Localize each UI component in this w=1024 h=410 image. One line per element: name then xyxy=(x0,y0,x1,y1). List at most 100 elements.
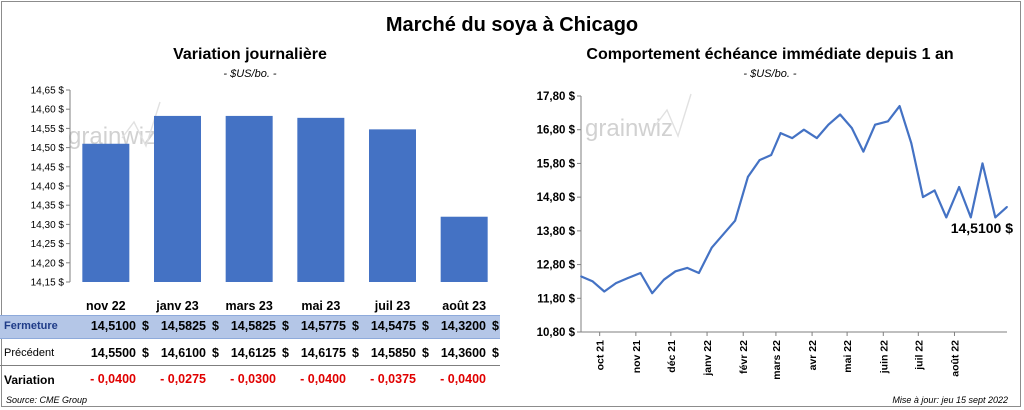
bar-chart: grainwiz 14,15 $14,20 $14,25 $14,30 $14,… xyxy=(31,86,488,313)
data-point xyxy=(1006,206,1008,208)
right-chart-title: Comportement échéance immédiate depuis 1… xyxy=(586,46,954,63)
x-tick-label: janv 23 xyxy=(155,299,198,313)
table-row: Variation - 0,0400 - 0,0275 - 0,0300 - 0,04… xyxy=(0,369,500,391)
table-cell: - 0,0275 xyxy=(160,372,206,386)
y-tick-label: 15,80 $ xyxy=(537,158,576,170)
data-point xyxy=(591,280,594,283)
table-cell: 14,5825 xyxy=(160,319,206,333)
data-point xyxy=(994,216,997,219)
table-cell: - 0,0400 xyxy=(440,372,486,386)
currency-unit: $ xyxy=(492,319,499,333)
data-point xyxy=(722,233,725,236)
table-cell: 14,6100 xyxy=(160,346,206,360)
x-tick-label: août 23 xyxy=(442,299,486,313)
data-point xyxy=(758,159,761,161)
y-tick-label: 14,45 $ xyxy=(31,162,65,173)
table-cell: - 0,0375 xyxy=(370,372,416,386)
left-chart-subtitle: - $US/bo. - xyxy=(223,68,277,80)
y-tick-label: 12,80 $ xyxy=(537,260,576,272)
table-row: Fermeture 14,5100 $14,5825 $14,5825 $14,577… xyxy=(0,315,500,339)
x-tick-label: nov 22 xyxy=(86,299,126,313)
table-cell: 14,5825 xyxy=(230,319,276,333)
currency-unit: $ xyxy=(212,346,219,360)
source-note: Source: CME Group xyxy=(6,395,88,405)
data-point xyxy=(674,270,677,273)
x-tick-label: févr 22 xyxy=(738,340,750,374)
data-point xyxy=(734,219,736,222)
data-point xyxy=(770,154,773,156)
x-tick-label: mars 22 xyxy=(771,340,783,380)
currency-unit: $ xyxy=(142,346,149,360)
left-chart-title: Variation journalière xyxy=(173,46,327,63)
data-point xyxy=(603,290,606,293)
grainwiz-watermark-right: grainwiz xyxy=(585,93,692,142)
y-tick-label: 14,35 $ xyxy=(31,201,65,212)
y-tick-label: 14,80 $ xyxy=(537,192,576,204)
data-point xyxy=(945,216,948,219)
svg-text:grainwiz: grainwiz xyxy=(585,115,673,142)
data-point xyxy=(827,123,830,126)
table-cell: 14,5475 xyxy=(370,319,416,333)
data-point xyxy=(580,275,582,278)
data-point xyxy=(710,246,713,249)
data-point xyxy=(910,142,913,145)
row-label: Précédent xyxy=(4,347,55,359)
bar xyxy=(369,129,416,282)
currency-unit: $ xyxy=(142,319,149,333)
currency-unit: $ xyxy=(422,319,429,333)
data-point xyxy=(803,128,805,131)
table-cell: 14,6175 xyxy=(300,346,346,360)
x-tick-label: juil 23 xyxy=(374,299,410,313)
table-cell: 14,6125 xyxy=(230,346,276,360)
bar xyxy=(225,115,273,282)
y-tick-label: 14,60 $ xyxy=(31,105,65,116)
y-tick-label: 17,80 $ xyxy=(537,91,576,103)
table-cell: 14,5100 xyxy=(90,319,136,333)
table-cell: 14,3200 xyxy=(440,319,486,333)
y-tick-label: 14,65 $ xyxy=(31,86,65,97)
data-point xyxy=(898,105,901,108)
table-cell: - 0,0300 xyxy=(230,372,276,386)
data-point xyxy=(686,267,689,269)
update-note: Mise à jour: jeu 15 sept 2022 xyxy=(892,395,1008,405)
x-tick-label: oct 21 xyxy=(595,340,607,371)
currency-unit: $ xyxy=(282,346,289,360)
table-cell: - 0,0400 xyxy=(300,372,346,386)
currency-unit: $ xyxy=(282,319,289,333)
y-tick-label: 10,80 $ xyxy=(537,327,576,339)
x-tick-label: mai 22 xyxy=(842,340,854,373)
y-tick-label: 14,20 $ xyxy=(31,258,65,269)
y-tick-label: 16,80 $ xyxy=(537,125,576,137)
bar xyxy=(440,216,488,282)
data-point xyxy=(933,189,936,192)
data-point xyxy=(662,278,665,281)
row-label: Fermeture xyxy=(4,320,58,332)
data-point xyxy=(839,113,842,116)
row-label: Variation xyxy=(4,373,55,387)
data-point xyxy=(887,120,889,123)
x-tick-label: juil 22 xyxy=(913,340,925,371)
x-tick-label: janv 22 xyxy=(702,340,714,377)
table-cell: - 0,0400 xyxy=(90,372,136,386)
bar xyxy=(297,117,345,282)
bar xyxy=(154,115,201,282)
y-tick-label: 13,80 $ xyxy=(537,226,576,238)
x-tick-label: déc 21 xyxy=(666,340,678,373)
data-point xyxy=(874,123,877,126)
x-tick-label: mars 23 xyxy=(226,299,273,313)
data-point xyxy=(969,216,972,219)
data-point xyxy=(862,150,865,153)
y-tick-label: 14,40 $ xyxy=(31,182,65,193)
y-tick-label: 14,55 $ xyxy=(31,124,65,135)
x-tick-label: avr 22 xyxy=(807,340,819,371)
y-tick-label: 14,30 $ xyxy=(31,220,65,231)
right-chart-subtitle: - $US/bo. - xyxy=(743,68,797,80)
bar xyxy=(82,143,130,282)
table-cell: 14,5500 xyxy=(90,346,136,360)
data-point xyxy=(981,162,984,165)
line-chart: grainwiz 10,80 $ 11,80 $ 12,80 $ 13,80 $ 14,… xyxy=(537,91,1014,380)
page-title: Marché du soya à Chicago xyxy=(385,14,639,36)
table-cell: 14,5775 xyxy=(300,319,346,333)
y-tick-label: 14,15 $ xyxy=(31,278,65,289)
